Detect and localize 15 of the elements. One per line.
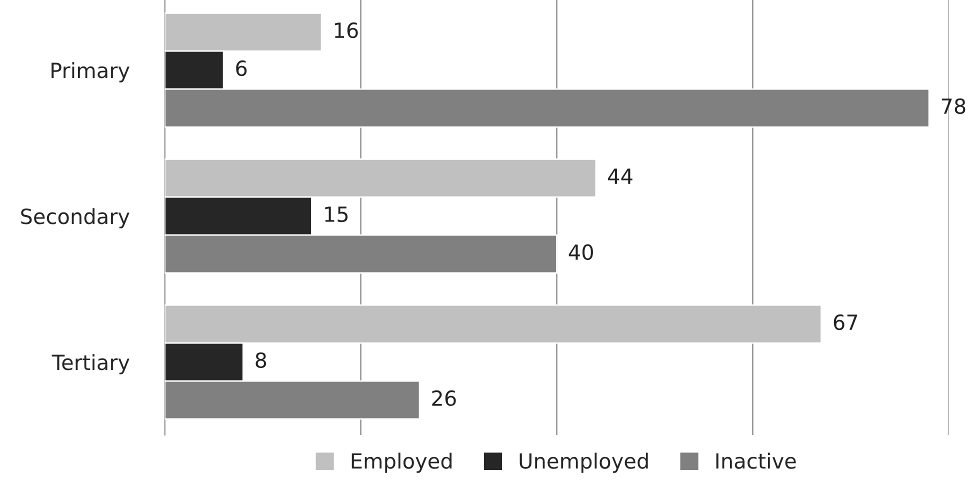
data-label: 67 <box>834 314 858 330</box>
legend-label: Unemployed <box>520 452 648 473</box>
legend-label: Employed <box>352 452 452 473</box>
data-label: 44 <box>608 168 632 184</box>
data-label: 8 <box>256 352 266 368</box>
data-label: 26 <box>432 390 456 406</box>
y-tick-label: Primary <box>52 62 130 82</box>
data-label: 15 <box>325 206 348 222</box>
data-label: 78 <box>942 98 966 114</box>
y-tick-label: Tertiary <box>52 354 130 374</box>
y-tick-label: Secondary <box>21 208 130 228</box>
data-label: 16 <box>334 22 358 38</box>
legend-label: Inactive <box>716 452 796 469</box>
data-label: 40 <box>568 244 593 260</box>
data-label: 6 <box>236 60 247 76</box>
